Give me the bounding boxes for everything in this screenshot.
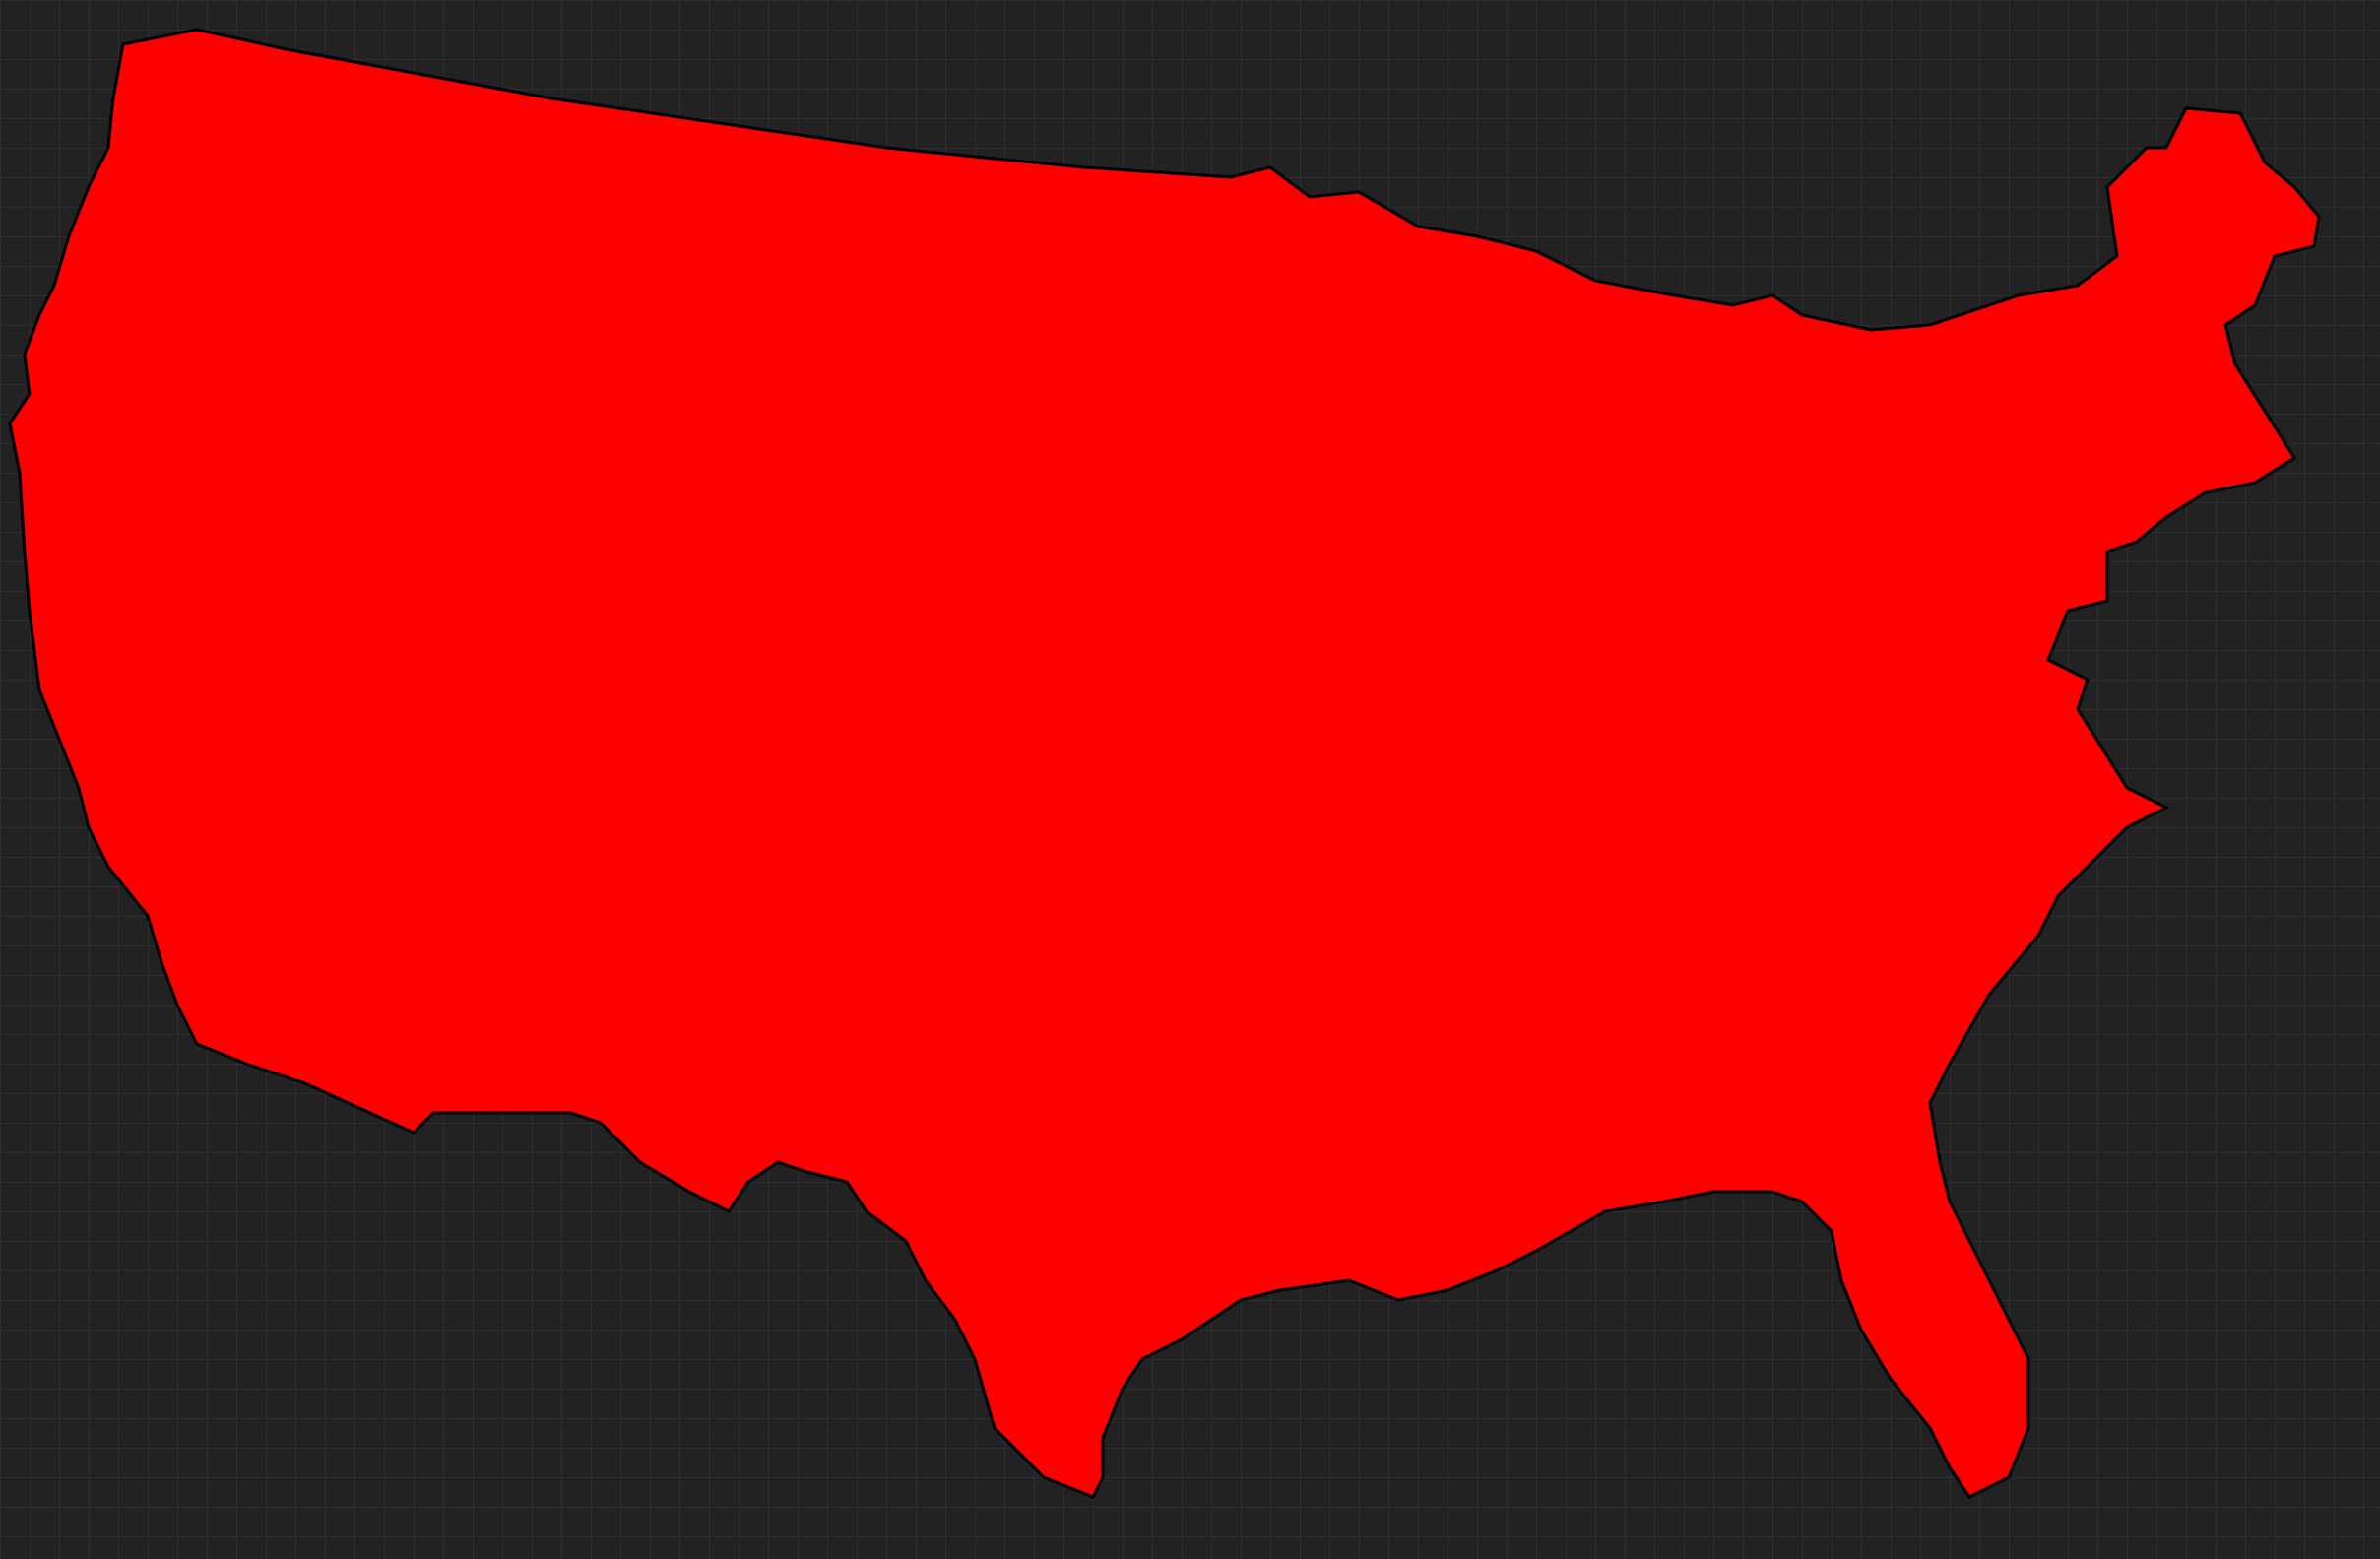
us-county-map	[0, 0, 2380, 1559]
map-canvas	[0, 0, 2380, 1559]
